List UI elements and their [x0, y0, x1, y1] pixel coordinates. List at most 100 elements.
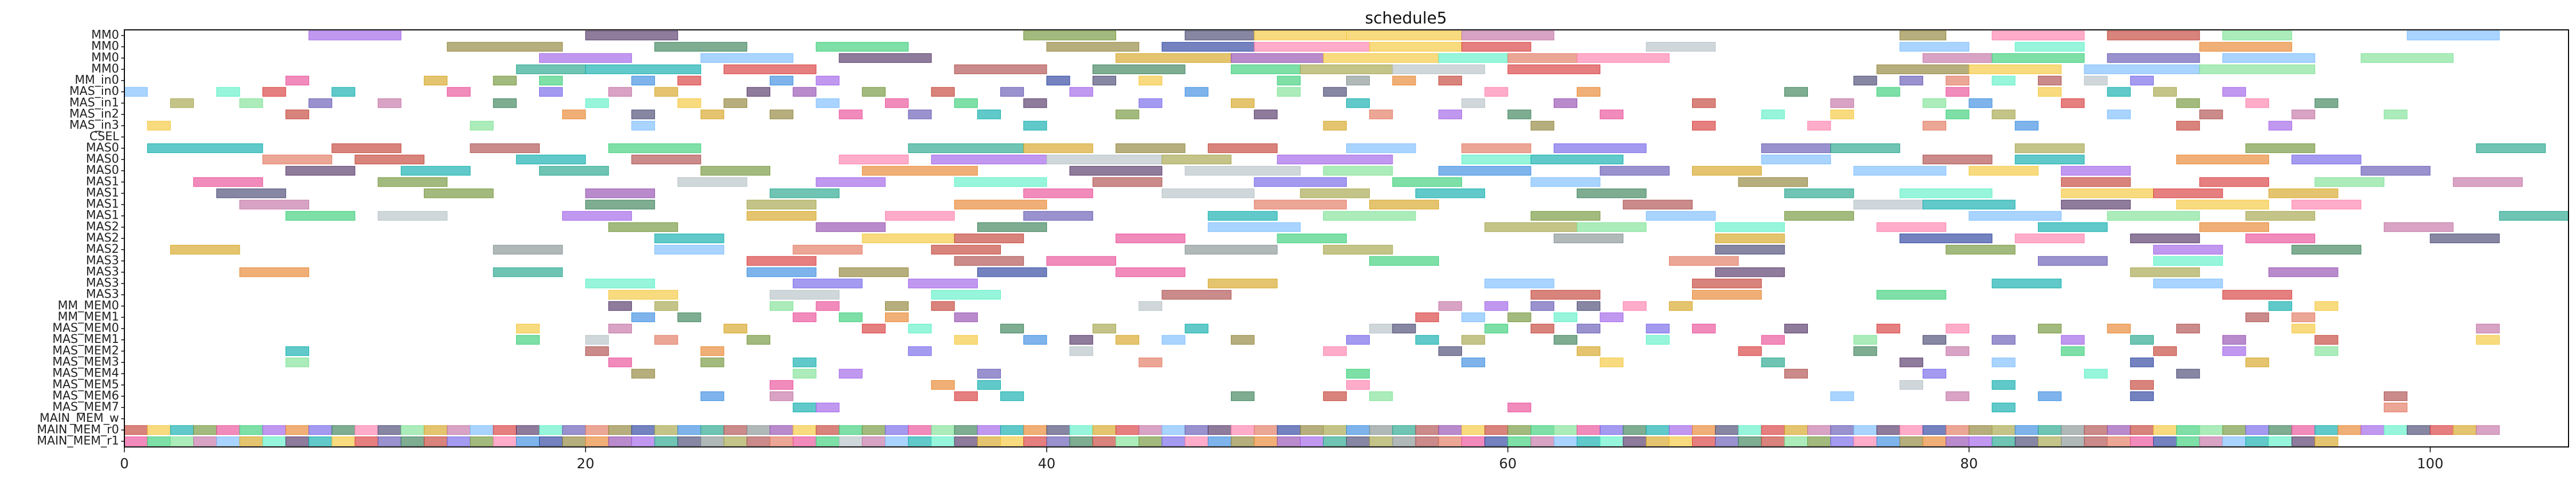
schedule-bar: [1116, 425, 1140, 435]
schedule-bar: [2383, 109, 2408, 119]
schedule-bar: [1553, 234, 1624, 243]
schedule-bar: [677, 98, 701, 108]
schedule-bar: [1992, 425, 2016, 435]
schedule-bar: [2199, 222, 2269, 232]
schedule-bar: [1992, 335, 2016, 345]
schedule-bar: [1092, 177, 1163, 187]
schedule-bar: [1116, 436, 1140, 446]
schedule-bar: [2084, 76, 2108, 86]
y-tick-label: MM_MEM0: [58, 299, 119, 313]
schedule-bar: [1207, 436, 1232, 446]
schedule-bar: [2291, 245, 2361, 255]
schedule-bar: [1346, 76, 1370, 86]
schedule-bar: [2245, 425, 2269, 435]
schedule-bar: [631, 369, 655, 379]
schedule-bar: [1669, 425, 1693, 435]
schedule-bar: [954, 391, 978, 401]
schedule-bar: [1139, 425, 1163, 435]
schedule-bar: [1323, 391, 1347, 401]
schedule-bar: [285, 346, 310, 356]
schedule-bar: [147, 436, 171, 446]
schedule-bar: [1807, 436, 1831, 446]
schedule-bar: [562, 436, 586, 446]
schedule-bar: [677, 76, 701, 86]
schedule-bar: [839, 155, 909, 165]
schedule-bar: [1300, 436, 1324, 446]
schedule-bar: [1092, 65, 1186, 74]
schedule-bar: [2222, 53, 2316, 63]
schedule-bar: [354, 155, 425, 165]
schedule-bar: [2360, 53, 2454, 63]
y-tick-label: MM0: [91, 29, 119, 42]
schedule-bar: [1346, 425, 1370, 435]
schedule-bar: [2430, 234, 2500, 243]
schedule-bar: [1530, 324, 1554, 334]
schedule-bar: [1576, 301, 1601, 311]
schedule-bar: [331, 436, 355, 446]
schedule-bar: [977, 425, 1001, 435]
schedule-bar: [585, 436, 609, 446]
schedule-bar: [1738, 425, 1762, 435]
schedule-bar: [1530, 211, 1601, 221]
schedule-bar: [331, 425, 355, 435]
y-tick-label: MAS_in0: [69, 85, 119, 98]
schedule-bar: [285, 166, 355, 176]
schedule-bar: [1969, 211, 2062, 221]
schedule-bar: [1946, 76, 1970, 86]
schedule-bar: [2245, 211, 2316, 221]
schedule-bar: [539, 166, 609, 176]
schedule-bar: [631, 155, 701, 165]
schedule-bar: [2245, 436, 2269, 446]
schedule-bar: [2037, 436, 2062, 446]
schedule-bar: [1922, 53, 1993, 63]
schedule-bar: [1484, 278, 1554, 289]
schedule-bar: [908, 436, 932, 446]
schedule-bar: [1184, 245, 1278, 255]
schedule-bar: [723, 324, 747, 334]
schedule-bar: [2245, 234, 2316, 243]
schedule-bar: [1784, 324, 1808, 334]
schedule-bar: [585, 425, 609, 435]
schedule-bar: [2222, 30, 2293, 41]
schedule-bar: [1530, 121, 1554, 131]
schedule-bar: [1646, 324, 1670, 334]
schedule-bar: [2107, 30, 2200, 41]
schedule-bar: [2337, 425, 2361, 435]
schedule-bar: [1254, 42, 1370, 52]
schedule-bar: [1600, 425, 1624, 435]
schedule-bar: [1323, 211, 1416, 221]
schedule-bar: [977, 109, 1001, 119]
y-tick-label: MAS2: [86, 220, 119, 234]
schedule-bar: [2037, 76, 2062, 86]
schedule-bar: [700, 166, 771, 176]
y-tick-label: MAS3: [86, 288, 119, 301]
schedule-bar: [1184, 30, 1255, 41]
schedule-bar: [1715, 425, 1739, 435]
schedule-bar: [1692, 324, 1716, 334]
y-axis-labels: MM0MM0MM0MM0MM_in0MAS_in0MAS_in1MAS_in2M…: [37, 29, 124, 447]
schedule-bar: [585, 278, 655, 289]
schedule-bar: [539, 76, 563, 86]
schedule-bar: [124, 425, 148, 435]
schedule-bar: [2314, 346, 2338, 356]
schedule-bar: [2453, 177, 2523, 187]
schedule-bar: [1438, 166, 1531, 176]
schedule-bar: [1876, 87, 1900, 97]
schedule-bar: [516, 155, 586, 165]
schedule-bar: [1323, 346, 1347, 356]
schedule-bar: [1576, 87, 1601, 97]
schedule-bar: [1969, 166, 2038, 176]
schedule-bar: [1853, 436, 1877, 446]
schedule-bar: [1461, 30, 1554, 41]
schedule-bar: [1369, 109, 1393, 119]
schedule-bar: [1830, 391, 1854, 401]
schedule-bar: [931, 436, 955, 446]
schedule-bar: [746, 267, 817, 277]
y-tick-label: MAS1: [86, 198, 119, 211]
schedule-bar: [585, 188, 655, 198]
schedule-bar: [1207, 425, 1232, 435]
schedule-bar: [2130, 335, 2154, 345]
schedule-bar: [608, 436, 632, 446]
schedule-bar: [1761, 155, 1831, 165]
